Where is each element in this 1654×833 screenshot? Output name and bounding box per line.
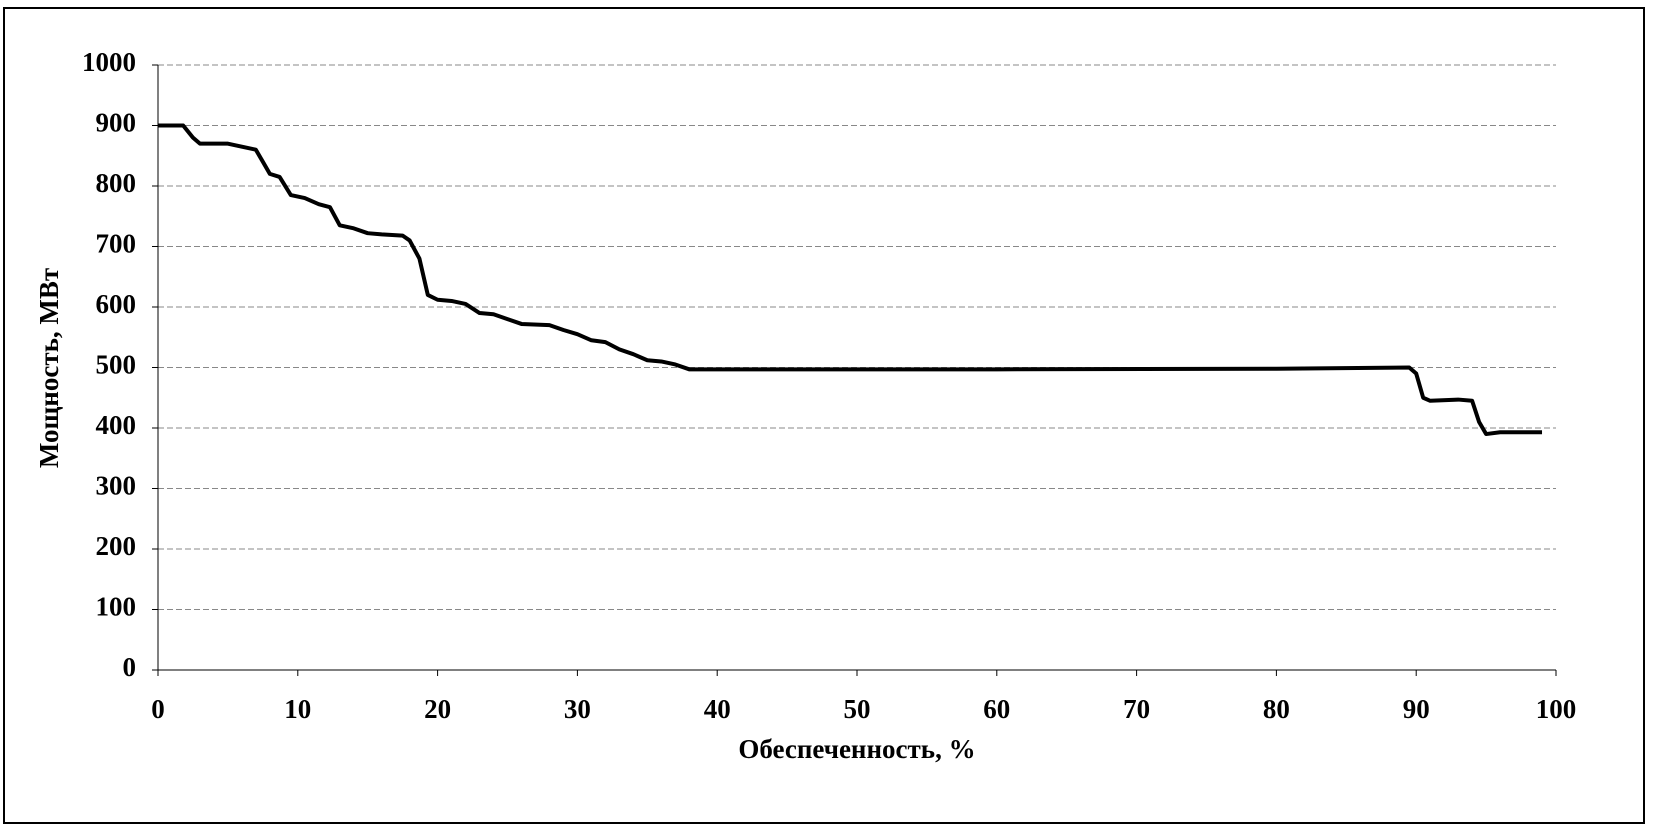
y-axis-title: Мощность, МВт bbox=[34, 268, 64, 468]
y-tick-label: 200 bbox=[96, 531, 137, 561]
x-tick-label: 50 bbox=[844, 694, 871, 724]
y-tick-label: 800 bbox=[96, 168, 137, 198]
x-tick-label: 70 bbox=[1123, 694, 1150, 724]
x-tick-label: 20 bbox=[424, 694, 451, 724]
x-tick-label: 80 bbox=[1263, 694, 1290, 724]
x-axis-title: Обеспеченность, % bbox=[738, 734, 975, 764]
chart-frame bbox=[3, 7, 1645, 824]
y-tick-label: 0 bbox=[123, 652, 137, 682]
y-tick-label: 700 bbox=[96, 229, 137, 259]
x-tick-label: 30 bbox=[564, 694, 591, 724]
y-tick-label: 600 bbox=[96, 289, 137, 319]
y-tick-label: 500 bbox=[96, 350, 137, 380]
x-tick-label: 40 bbox=[704, 694, 731, 724]
x-tick-label: 90 bbox=[1403, 694, 1430, 724]
y-tick-label: 300 bbox=[96, 471, 137, 501]
y-tick-label: 100 bbox=[96, 592, 137, 622]
data-line bbox=[158, 123, 1543, 437]
x-tick-label: 60 bbox=[983, 694, 1010, 724]
x-tick-label: 10 bbox=[284, 694, 311, 724]
y-tick-label: 400 bbox=[96, 410, 137, 440]
x-tick-label: 100 bbox=[1536, 694, 1577, 724]
x-tick-label: 0 bbox=[151, 694, 165, 724]
y-tick-label: 900 bbox=[96, 108, 137, 138]
y-tick-label: 1000 bbox=[82, 47, 136, 77]
